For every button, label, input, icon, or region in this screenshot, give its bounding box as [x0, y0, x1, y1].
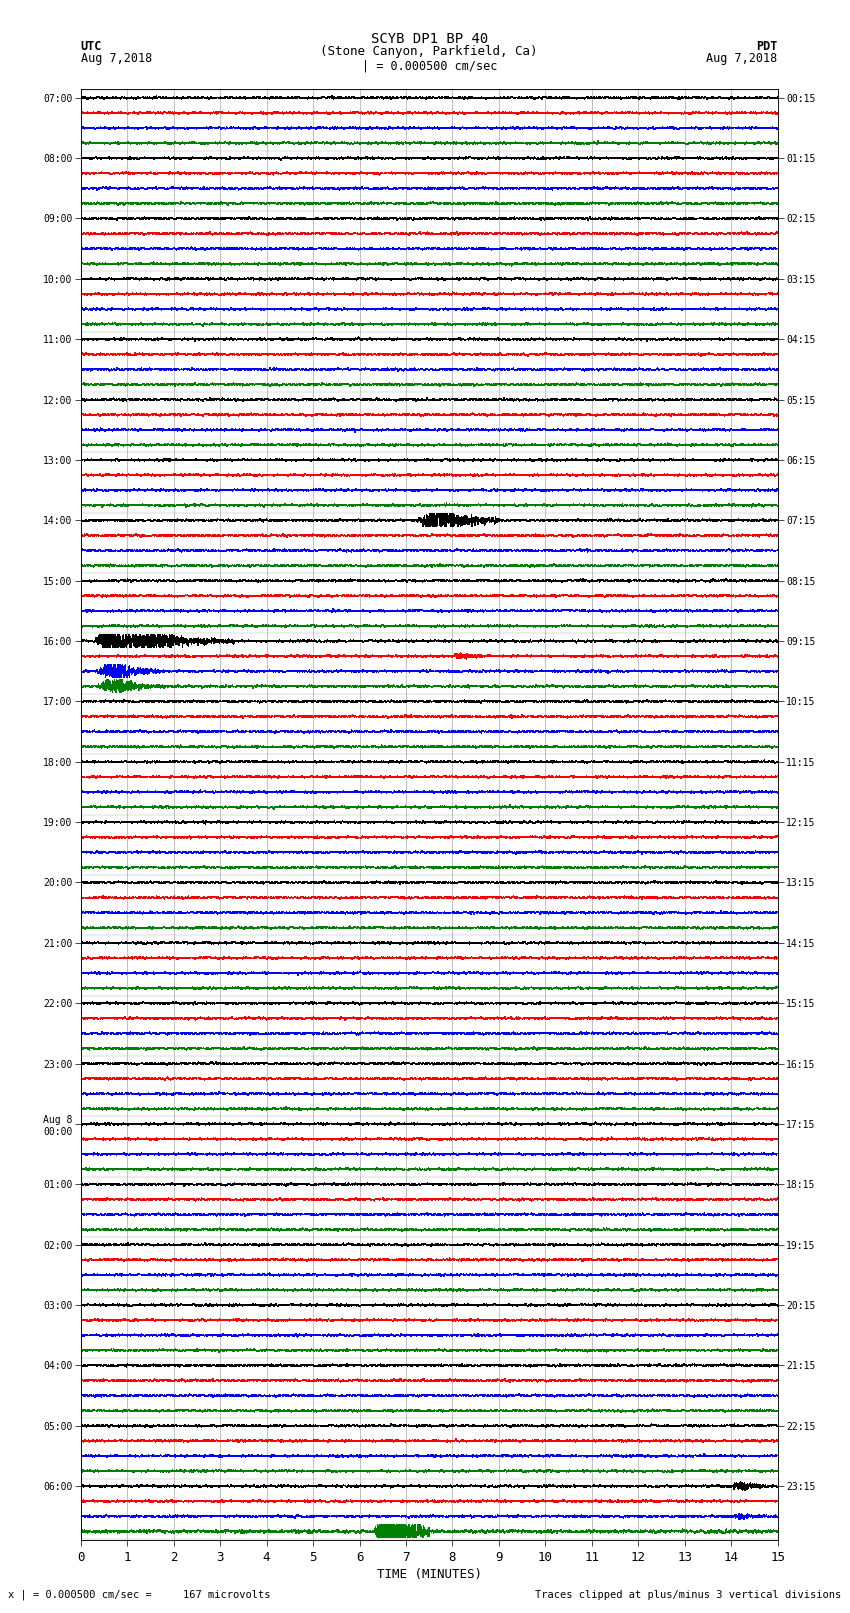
Text: | = 0.000500 cm/sec: | = 0.000500 cm/sec — [361, 60, 497, 73]
Text: Traces clipped at plus/minus 3 vertical divisions: Traces clipped at plus/minus 3 vertical … — [536, 1590, 842, 1600]
Text: UTC: UTC — [81, 40, 102, 53]
Text: PDT: PDT — [756, 40, 778, 53]
Text: SCYB DP1 BP 40: SCYB DP1 BP 40 — [371, 32, 488, 47]
Text: x | = 0.000500 cm/sec =     167 microvolts: x | = 0.000500 cm/sec = 167 microvolts — [8, 1589, 271, 1600]
Text: (Stone Canyon, Parkfield, Ca): (Stone Canyon, Parkfield, Ca) — [320, 45, 538, 58]
X-axis label: TIME (MINUTES): TIME (MINUTES) — [377, 1568, 482, 1581]
Text: Aug 7,2018: Aug 7,2018 — [81, 52, 152, 65]
Text: Aug 7,2018: Aug 7,2018 — [706, 52, 778, 65]
